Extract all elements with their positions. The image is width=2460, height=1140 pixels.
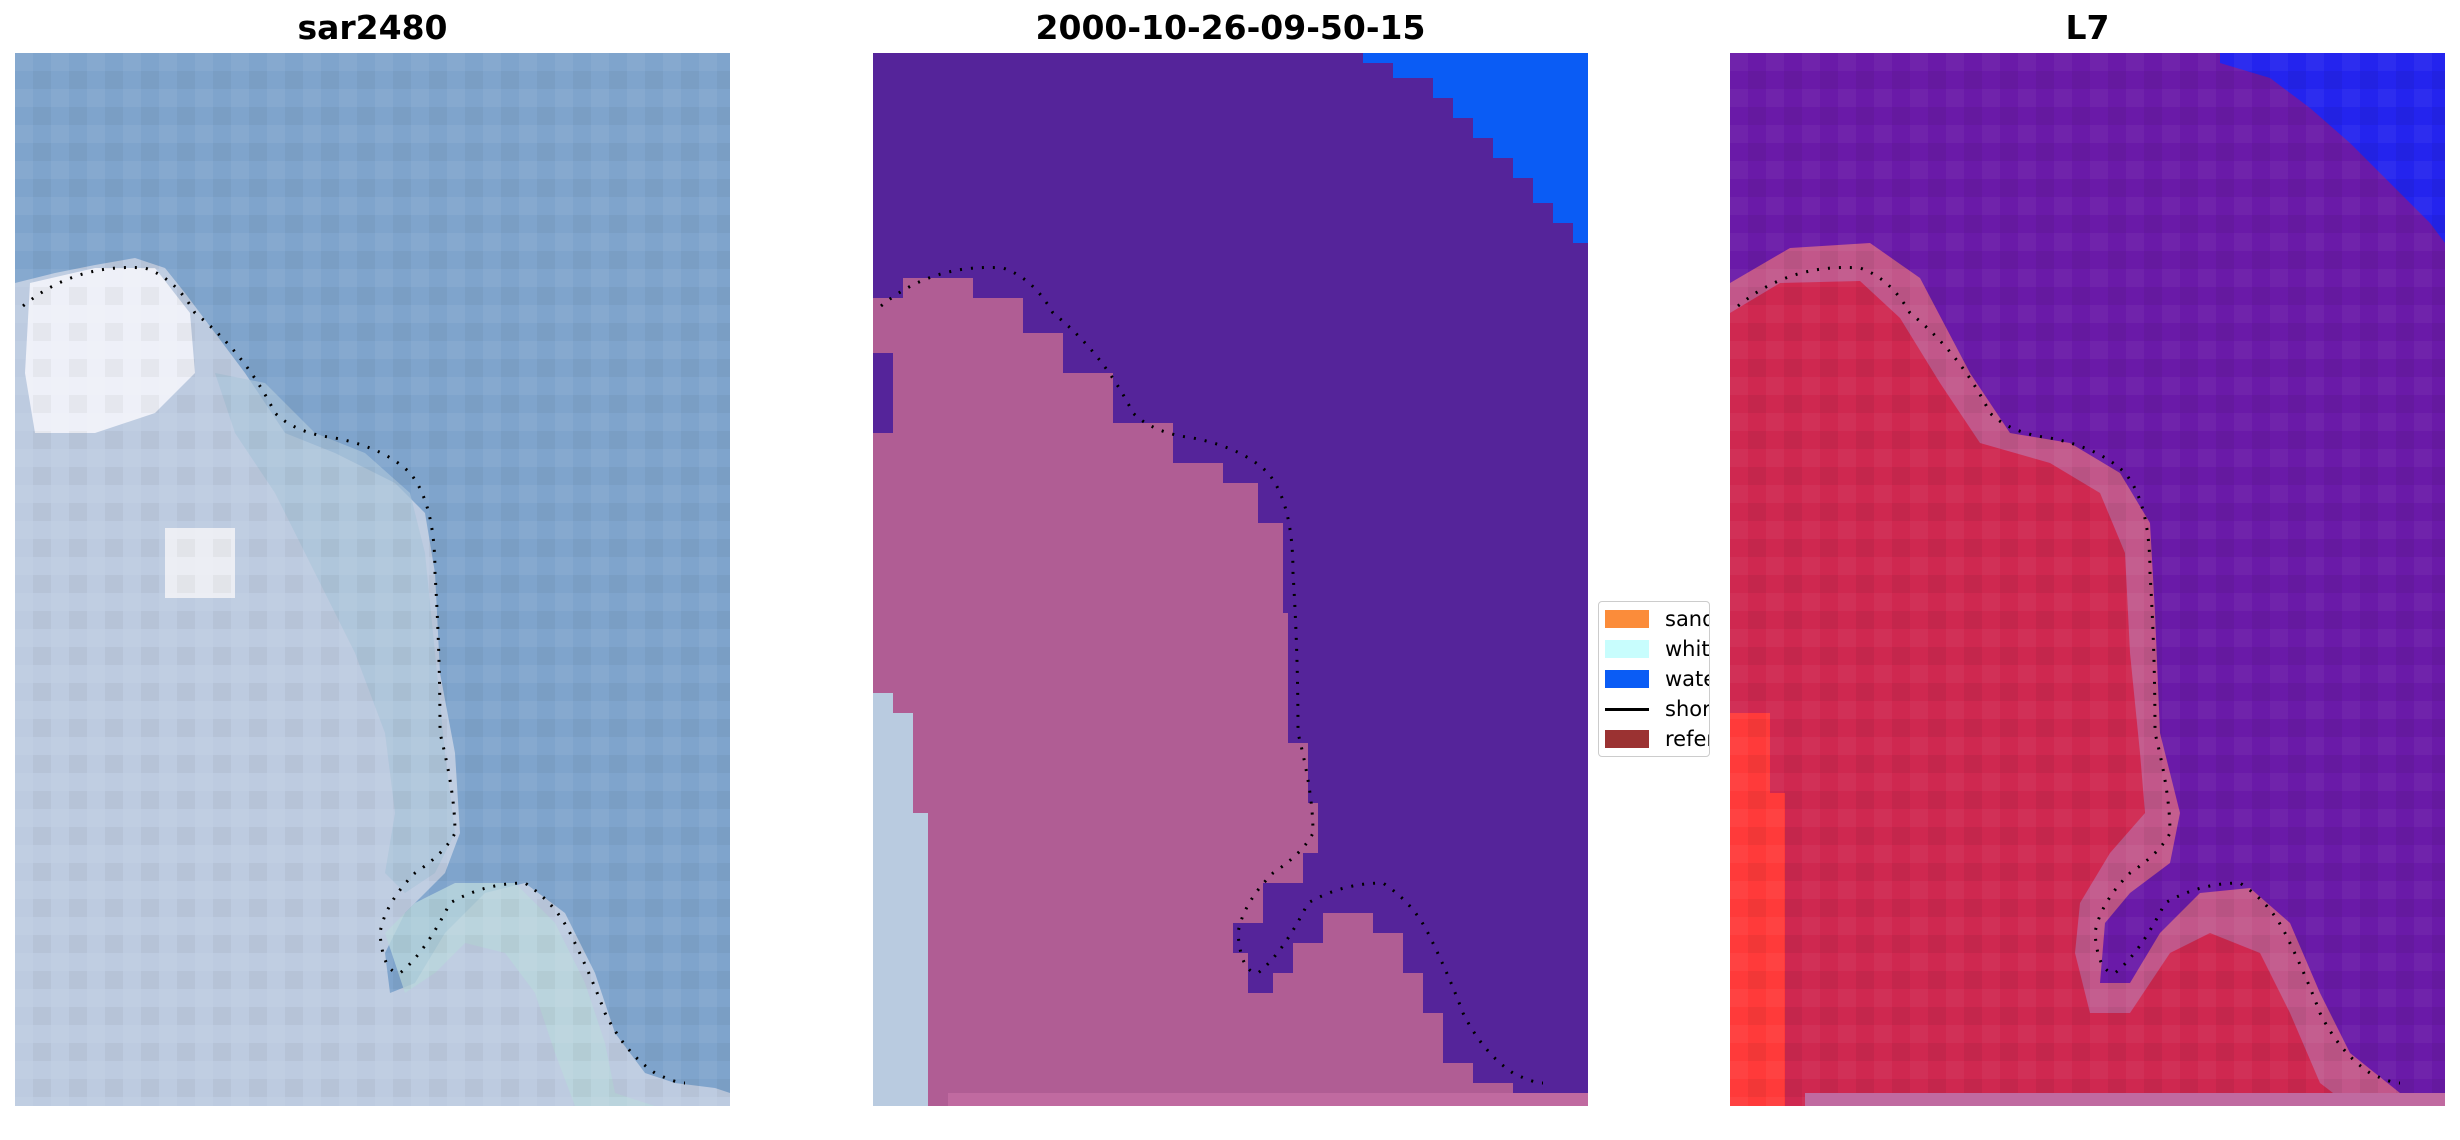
pixel-texture — [1730, 53, 2445, 1106]
legend-item-water: water — [1605, 664, 1709, 694]
panel-title-l7: L7 — [2065, 8, 2110, 47]
legend-swatch-sand — [1605, 610, 1649, 628]
legend-label-water: water — [1665, 667, 1709, 691]
legend-label-whitewater: whitewater — [1665, 637, 1710, 661]
legend-item-whitewater: whitewater — [1605, 634, 1710, 664]
pixel-texture — [15, 53, 730, 1106]
l7-panel — [1730, 53, 2445, 1106]
reference-strip — [1805, 1093, 2445, 1106]
classified-panel — [873, 53, 1588, 1106]
shoreline-line — [880, 266, 1544, 1085]
water-inlet — [873, 353, 893, 433]
legend-item-sand: sand — [1605, 604, 1709, 634]
rgb-image-panel — [15, 53, 730, 1106]
legend-swatch-water — [1605, 670, 1649, 688]
legend: sand whitewater water shoreline referenc… — [1598, 601, 1710, 757]
unclassified-strip — [873, 693, 928, 1106]
legend-label-reference: reference — [1665, 727, 1709, 751]
l7-image — [1730, 53, 2445, 1106]
classified-image — [873, 53, 1588, 1106]
panel-title-rgb: sar2480 — [297, 8, 448, 47]
legend-item-shoreline: shoreline — [1605, 694, 1710, 724]
legend-label-sand: sand — [1665, 607, 1709, 631]
deep-water-area — [1363, 53, 1588, 243]
legend-swatch-whitewater — [1605, 640, 1649, 658]
legend-swatch-reference — [1605, 730, 1649, 748]
legend-line-shoreline — [1605, 707, 1649, 711]
legend-item-reference: reference — [1605, 724, 1709, 754]
panel-title-classified: 2000-10-26-09-50-15 — [1035, 8, 1426, 47]
legend-label-shoreline: shoreline — [1665, 697, 1710, 721]
shoreline-line — [22, 266, 686, 1085]
rgb-image — [15, 53, 730, 1106]
reference-strip — [948, 1093, 1588, 1106]
shoreline-line — [1737, 266, 2401, 1085]
land-class-area — [873, 278, 1588, 1106]
